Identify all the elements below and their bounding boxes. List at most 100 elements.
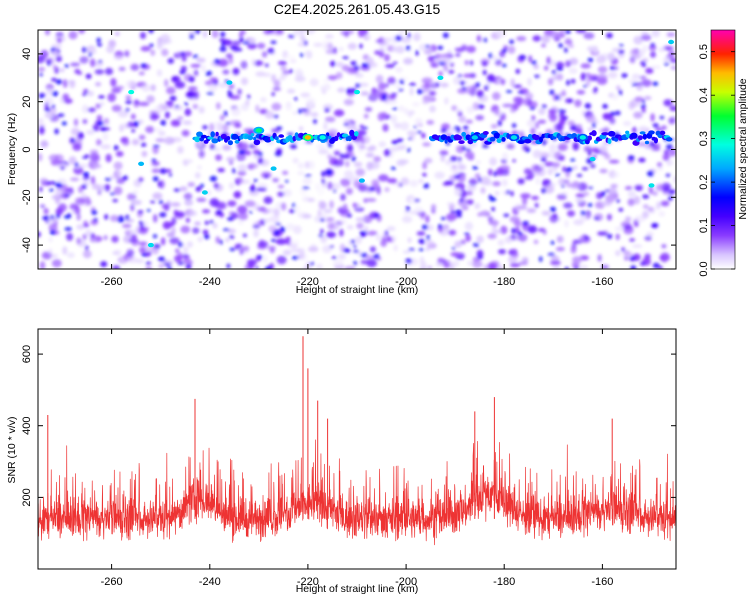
heatmap-cell (326, 231, 336, 238)
heatmap-cell (217, 201, 227, 210)
heatmap-cell (81, 183, 87, 190)
y-tick-label: 20 (21, 96, 33, 108)
heatmap-cell (55, 56, 63, 62)
heatmap-cell (480, 210, 490, 217)
heatmap-cell (609, 111, 616, 116)
heatmap-cell (497, 239, 505, 246)
heatmap-cell (587, 135, 592, 141)
heatmap-cell (63, 194, 71, 197)
heatmap-cell (100, 144, 111, 149)
heatmap-cell (74, 68, 81, 74)
heatmap-cell (295, 205, 301, 214)
heatmap-cell (415, 50, 419, 56)
heatmap-cell (217, 168, 225, 173)
heatmap-cell (542, 139, 546, 146)
heatmap-cell (618, 207, 624, 212)
heatmap-cell (215, 131, 219, 137)
heatmap-cell (673, 175, 676, 184)
heatmap-cell (304, 30, 316, 35)
heatmap-cell (378, 82, 386, 91)
heatmap-cell (210, 131, 215, 138)
heatmap-cell (238, 212, 248, 221)
heatmap-cell (97, 60, 103, 63)
heatmap-cell (601, 191, 606, 197)
heatmap-cell (162, 221, 172, 230)
heatmap-cell (168, 173, 172, 177)
heatmap-cell (188, 76, 195, 83)
heatmap-cell (665, 173, 671, 177)
heatmap-cell (606, 32, 613, 39)
heatmap-cell (632, 244, 643, 249)
snr-line (38, 439, 676, 546)
heatmap-cell (408, 248, 415, 251)
heatmap-cell (464, 60, 469, 66)
heatmap-cell (223, 228, 230, 232)
heatmap-cell (225, 122, 231, 125)
heatmap-cell (130, 234, 137, 240)
heatmap-cell (257, 157, 264, 165)
heatmap-cell (515, 68, 521, 74)
heatmap-cell (631, 82, 638, 87)
heatmap-cell (79, 132, 83, 139)
heatmap-cell (477, 256, 483, 260)
heatmap-cell (323, 245, 331, 253)
heatmap-cell (186, 159, 193, 164)
heatmap-cell (576, 174, 583, 177)
heatmap-cell (566, 167, 574, 171)
heatmap-cell (632, 126, 637, 134)
heatmap-cell (343, 98, 354, 106)
heatmap-cell (414, 117, 423, 127)
heatmap-cell (477, 212, 482, 217)
heatmap-cell (64, 64, 69, 68)
heatmap-cell (185, 217, 190, 223)
heatmap-cell (491, 207, 495, 212)
heatmap-cell (429, 105, 436, 113)
heatmap-cell (662, 186, 670, 193)
heatmap-cell (452, 246, 456, 250)
heatmap-cell (232, 67, 240, 75)
heatmap-cell (278, 76, 286, 81)
heatmap-cell (650, 113, 655, 122)
heatmap-cell (544, 161, 555, 167)
heatmap-cell (82, 250, 92, 259)
heatmap-cell (190, 63, 202, 68)
heatmap-cell (89, 152, 100, 161)
heatmap-cell (451, 164, 457, 170)
heatmap-cell (149, 113, 159, 121)
y-tick-label: 40 (21, 48, 33, 60)
heatmap-cell (253, 136, 257, 141)
heatmap-cell (293, 30, 302, 36)
heatmap-cell (518, 54, 526, 61)
heatmap-cell (289, 69, 294, 73)
heatmap-cell (476, 249, 484, 259)
heatmap-cell (346, 213, 352, 218)
heatmap-cell (83, 223, 90, 228)
heatmap-cell (456, 127, 461, 134)
heatmap-cell (408, 110, 415, 115)
heatmap-cell (318, 149, 329, 155)
heatmap-cell (630, 48, 639, 55)
heatmap-cell (548, 109, 557, 115)
heatmap-cell (606, 213, 613, 221)
heatmap-cell (618, 89, 623, 96)
colorbar-tick-label: 0.1 (698, 218, 710, 233)
heatmap-cell (648, 183, 655, 188)
heatmap-cell (666, 32, 676, 37)
snr-panel: -260 -240 -220 -200 -180 -160 200 400 600 Height… (6, 328, 677, 595)
heatmap-cell (665, 149, 675, 158)
heatmap-cell (418, 178, 424, 184)
heatmap-cell (163, 136, 175, 145)
heatmap-cell (213, 59, 221, 64)
heatmap-cell (83, 89, 89, 94)
heatmap-cell (409, 82, 416, 87)
heatmap-cell (517, 178, 525, 185)
heatmap-cell (141, 150, 148, 157)
heatmap-cell (465, 148, 471, 152)
heatmap-cell (202, 209, 211, 214)
heatmap-cell (61, 121, 67, 126)
heatmap-cell (500, 78, 506, 86)
heatmap-cell (575, 30, 587, 34)
heatmap-cell (82, 119, 88, 124)
heatmap-cell (615, 233, 620, 241)
heatmap-cell (407, 147, 411, 153)
